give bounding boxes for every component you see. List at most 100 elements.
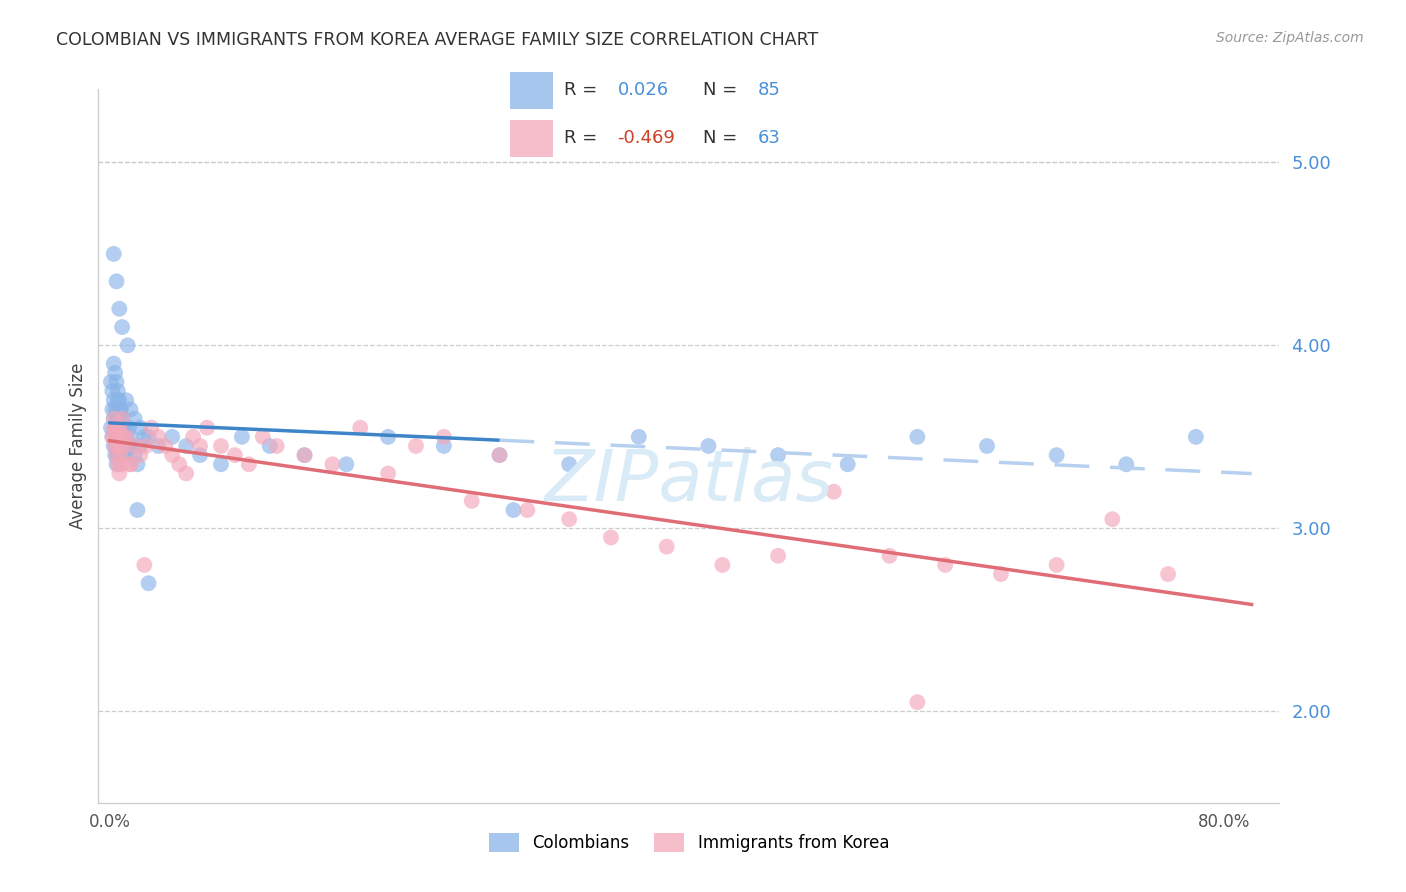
- Point: [141, 420, 163, 434]
- Point: [103, 439, 125, 453]
- Point: [238, 458, 260, 472]
- Point: [120, 402, 142, 417]
- Point: [934, 558, 956, 572]
- Point: [259, 439, 281, 453]
- Point: [110, 439, 132, 453]
- Point: [1046, 448, 1069, 462]
- Point: [335, 458, 357, 472]
- Point: [1115, 458, 1137, 472]
- Point: [905, 695, 928, 709]
- Point: [112, 430, 135, 444]
- Point: [110, 402, 132, 417]
- Point: [105, 430, 128, 444]
- Point: [155, 439, 177, 453]
- Point: [105, 375, 128, 389]
- Point: [105, 430, 128, 444]
- Point: [294, 448, 316, 462]
- Point: [105, 411, 128, 425]
- Point: [124, 448, 146, 462]
- Point: [129, 439, 152, 453]
- Y-axis label: Average Family Size: Average Family Size: [69, 363, 87, 529]
- Point: [627, 430, 650, 444]
- Text: ZIPatlas: ZIPatlas: [544, 447, 834, 516]
- Bar: [510, 120, 553, 157]
- Point: [121, 439, 143, 453]
- Point: [124, 411, 146, 425]
- Point: [108, 393, 131, 408]
- Point: [107, 393, 129, 408]
- Point: [405, 439, 427, 453]
- Point: [160, 430, 183, 444]
- Point: [120, 458, 142, 472]
- Point: [174, 467, 197, 481]
- Point: [209, 458, 232, 472]
- Point: [108, 430, 131, 444]
- Text: 63: 63: [758, 129, 780, 147]
- Point: [879, 549, 901, 563]
- Point: [1157, 567, 1180, 582]
- Point: [460, 494, 482, 508]
- Point: [101, 402, 124, 417]
- Point: [104, 402, 127, 417]
- Point: [104, 420, 127, 434]
- Point: [167, 458, 190, 472]
- Point: [111, 420, 134, 434]
- Point: [224, 448, 246, 462]
- Point: [433, 430, 456, 444]
- Point: [124, 439, 146, 453]
- Point: [516, 503, 538, 517]
- Point: [321, 458, 343, 472]
- Point: [377, 430, 399, 444]
- Point: [108, 439, 131, 453]
- Text: -0.469: -0.469: [617, 129, 675, 147]
- Text: Source: ZipAtlas.com: Source: ZipAtlas.com: [1216, 31, 1364, 45]
- Point: [433, 439, 456, 453]
- Point: [148, 430, 170, 444]
- Point: [174, 439, 197, 453]
- Point: [112, 420, 135, 434]
- Point: [252, 430, 274, 444]
- Point: [115, 430, 138, 444]
- Point: [711, 558, 734, 572]
- Point: [107, 420, 129, 434]
- Point: [138, 576, 160, 591]
- Point: [105, 439, 128, 453]
- Text: N =: N =: [703, 81, 744, 99]
- Point: [558, 512, 581, 526]
- Point: [209, 439, 232, 453]
- Point: [231, 430, 253, 444]
- Point: [127, 458, 149, 472]
- Point: [108, 467, 131, 481]
- Point: [108, 420, 131, 434]
- Point: [600, 531, 623, 545]
- Point: [766, 549, 789, 563]
- Point: [104, 366, 127, 380]
- Point: [105, 430, 128, 444]
- Point: [837, 458, 859, 472]
- Point: [138, 430, 160, 444]
- Point: [100, 420, 122, 434]
- Point: [108, 420, 131, 434]
- Point: [148, 439, 170, 453]
- Point: [558, 458, 581, 472]
- Point: [488, 448, 510, 462]
- Point: [195, 420, 218, 434]
- Point: [502, 503, 524, 517]
- Point: [103, 411, 125, 425]
- Point: [188, 448, 211, 462]
- Point: [117, 439, 139, 453]
- Point: [655, 540, 678, 554]
- Point: [349, 420, 371, 434]
- Point: [1101, 512, 1123, 526]
- Point: [129, 420, 152, 434]
- Point: [105, 458, 128, 472]
- Point: [111, 411, 134, 425]
- Point: [111, 439, 134, 453]
- Point: [488, 448, 510, 462]
- Point: [107, 448, 129, 462]
- Point: [103, 420, 125, 434]
- Point: [107, 458, 129, 472]
- Text: R =: R =: [564, 81, 603, 99]
- Point: [103, 393, 125, 408]
- Point: [111, 411, 134, 425]
